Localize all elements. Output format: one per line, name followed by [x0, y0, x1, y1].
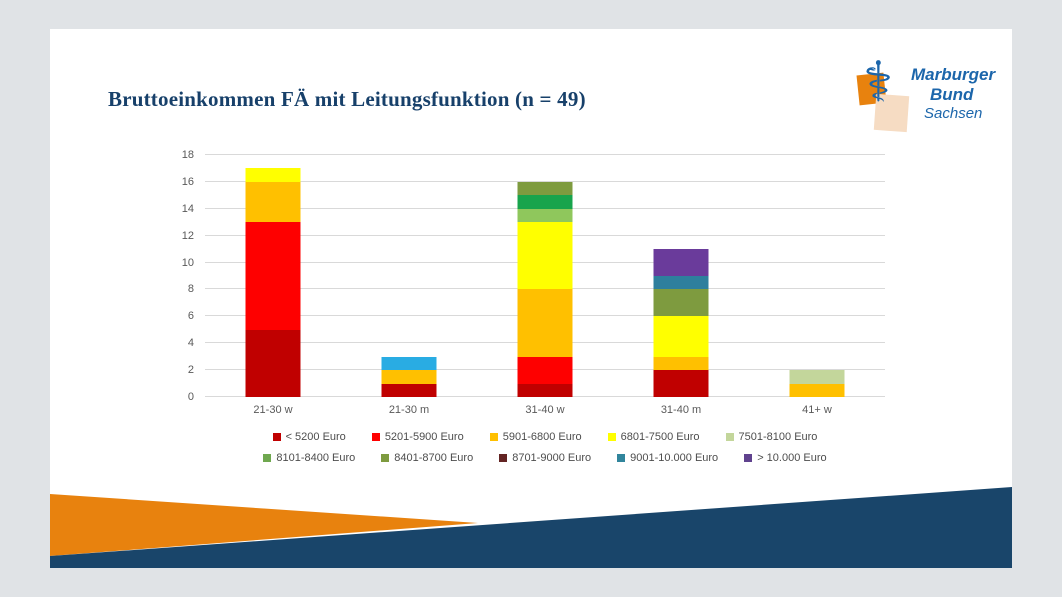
legend-row: 8101-8400 Euro 8401-8700 Euro 8701-9000 Eu… [205, 452, 885, 464]
legend-item: 6801-7500 Euro [607, 431, 700, 443]
x-tick-label: 21-30 m [388, 404, 430, 416]
legend-item: 8701-9000 Euro [499, 452, 591, 464]
x-axis: 21-30 w 21-30 m 31-40 w 31-40 m 41+ w [205, 404, 885, 416]
stacked-bar [381, 155, 437, 397]
legend-item: 5201-5900 Euro [371, 431, 464, 443]
bar-segment [381, 383, 437, 397]
bar-segment [653, 249, 709, 277]
legend-swatch [744, 454, 753, 462]
logo-line-sachsen: Sachsen [924, 105, 983, 123]
legend-label: > 10.000 Euro [757, 452, 827, 464]
legend-item: 9001-10.000 Euro [617, 452, 718, 464]
bar-segment [653, 289, 709, 317]
x-tick-label: 31-40 w [525, 404, 565, 416]
legend-swatch [617, 454, 626, 462]
plot-area [205, 154, 885, 397]
bar-segment [517, 356, 573, 384]
legend-label: 5201-5900 Euro [384, 431, 464, 443]
legend-swatch [263, 454, 272, 462]
y-tick-label: 12 [181, 229, 194, 242]
legend-item: < 5200 Euro [272, 431, 346, 443]
y-tick-label: 2 [187, 364, 194, 377]
x-tick-label: 41+ w [802, 404, 832, 416]
y-tick-label: 0 [187, 391, 194, 403]
legend-item: > 10.000 Euro [744, 452, 827, 464]
legend-item: 7501-8100 Euro [725, 431, 818, 443]
bar-segment [653, 316, 709, 357]
logo-text: Marburger Bund Sachsen [911, 65, 995, 123]
bar-segment [517, 383, 573, 397]
y-tick-label: 6 [187, 310, 194, 323]
bars [205, 155, 885, 397]
legend-swatch [607, 433, 616, 441]
y-tick-label: 14 [181, 202, 194, 215]
bar-segment [245, 168, 301, 182]
legend-label: 7501-8100 Euro [738, 431, 818, 443]
y-tick-label: 18 [181, 149, 194, 161]
legend-label: 8401-8700 Euro [394, 452, 474, 464]
legend-label: 8101-8400 Euro [276, 452, 356, 464]
bar-segment [517, 181, 573, 196]
legend-swatch [371, 433, 380, 441]
bar-segment [245, 181, 301, 223]
y-tick-label: 4 [187, 337, 194, 350]
bar-segment [789, 383, 845, 397]
footer-decoration [50, 487, 1012, 568]
legend-item: 8101-8400 Euro [263, 452, 355, 464]
bar-slot [477, 155, 613, 397]
bar-segment [653, 370, 709, 397]
x-tick-label: 31-40 m [660, 404, 702, 416]
legend: < 5200 Euro 5201-5900 Euro 5901-6800 Euro 6… [205, 431, 885, 473]
bar-slot [205, 155, 341, 397]
legend-label: 6801-7500 Euro [620, 431, 700, 443]
gridline [205, 154, 885, 155]
legend-label: < 5200 Euro [285, 431, 346, 443]
bar-segment [789, 370, 845, 384]
bar-segment [517, 289, 573, 357]
footer-orange-shape [50, 494, 478, 556]
legend-row: < 5200 Euro 5201-5900 Euro 5901-6800 Euro 6… [205, 431, 885, 443]
bar-segment [517, 208, 573, 223]
x-tick-label: 21-30 w [253, 404, 293, 416]
page-title: Bruttoeinkommen FÄ mit Leitungsfunktion … [108, 87, 586, 111]
footer-blue-shape [50, 487, 1012, 568]
legend-swatch [489, 433, 498, 441]
slide: Bruttoeinkommen FÄ mit Leitungsfunktion … [50, 29, 1012, 568]
logo-line-bund: Bund [930, 85, 974, 105]
legend-label: 5901-6800 Euro [502, 431, 582, 443]
logo-line-marburger: Marburger [911, 65, 996, 84]
legend-swatch [272, 433, 281, 441]
legend-item: 8401-8700 Euro [381, 452, 473, 464]
legend-label: 8701-9000 Euro [512, 452, 592, 464]
bar-segment [653, 276, 709, 290]
bar-segment [517, 222, 573, 290]
y-tick-label: 16 [181, 175, 194, 188]
gridline [205, 180, 885, 182]
marburger-bund-logo: ⚕ Marburger Bund Sachsen [855, 55, 1005, 133]
stacked-bar [517, 155, 573, 397]
y-tick-label: 8 [187, 283, 194, 296]
stacked-bar [245, 155, 301, 397]
legend-swatch [499, 454, 508, 462]
stacked-bar [789, 155, 845, 397]
y-tick-label: 10 [181, 256, 194, 269]
legend-swatch [381, 454, 390, 462]
bar-segment [517, 195, 573, 209]
bar-segment [381, 356, 437, 371]
stacked-bar [653, 155, 709, 397]
bar-slot [341, 155, 477, 397]
bar-slot [749, 155, 885, 397]
legend-swatch [725, 433, 734, 441]
bar-slot [613, 155, 749, 397]
y-axis: 0 2 4 6 8 10 12 14 16 18 [150, 149, 200, 403]
bar-segment [381, 370, 437, 384]
bar-segment [245, 329, 301, 397]
aesculapius-staff-icon: ⚕ [863, 50, 894, 115]
legend-item: 5901-6800 Euro [489, 431, 582, 443]
legend-label: 9001-10.000 Euro [630, 452, 719, 464]
bar-segment [245, 222, 301, 330]
bar-segment [653, 356, 709, 371]
